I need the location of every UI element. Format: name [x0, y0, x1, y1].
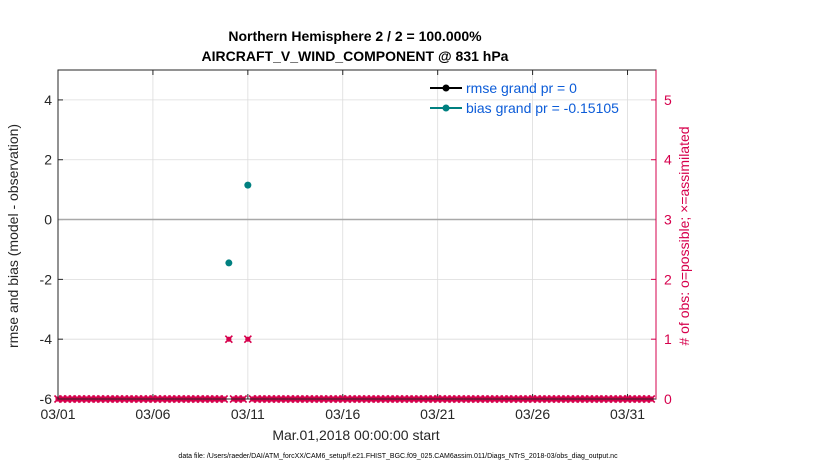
y-left-tick-label: -6 [40, 391, 53, 407]
y-right-tick-label: 1 [664, 331, 672, 347]
series-point [244, 181, 252, 189]
x-tick-label: 03/31 [610, 406, 645, 422]
obs-assimilated-marker [243, 335, 252, 344]
y-left-tick-label: 4 [44, 92, 52, 108]
tick-labels: 03/01 03/06 03/11 03/16 03/21 03/26 03/31 -6 -4 -… [40, 92, 672, 422]
legend-label-rmse: rmse grand pr = 0 [466, 80, 577, 96]
y-right-tick-label: 0 [664, 391, 672, 407]
x-tick-label: 03/21 [420, 406, 455, 422]
x-axis-label: Mar.01,2018 00:00:00 start [272, 427, 439, 443]
x-tick-label: 03/11 [231, 406, 265, 422]
y-left-tick-label: 0 [44, 212, 52, 228]
footer-data-file: data file: /Users/raeder/DAI/ATM_forcXX/… [178, 453, 618, 460]
legend: rmse grand pr = 0 bias grand pr = -0.151… [430, 80, 619, 116]
legend-marker-bias [442, 104, 450, 112]
obs-assimilated-stroke [224, 335, 233, 344]
chart-title-line1: Northern Hemisphere 2 / 2 = 100.000% [228, 28, 482, 44]
y-right-tick-label: 3 [664, 212, 672, 228]
legend-marker-rmse [442, 84, 450, 92]
y-left-tick-label: -4 [40, 331, 53, 347]
series-point [225, 259, 233, 267]
x-tick-label: 03/26 [515, 406, 550, 422]
y-left-tick-label: -2 [40, 271, 53, 287]
x-tick-label: 03/16 [325, 406, 360, 422]
x-tick-label: 03/01 [40, 406, 75, 422]
series-markers [225, 181, 252, 267]
y-right-tick-label: 2 [664, 271, 672, 287]
obs-assimilated-stroke [243, 335, 252, 344]
y-axis-right-label: # of obs: o=possible; ×=assimilated [676, 126, 692, 345]
y-left-tick-label: 2 [44, 152, 52, 168]
x-tick-label: 03/06 [135, 406, 170, 422]
obs-assimilated-marker [224, 335, 233, 344]
chart-title-line2: AIRCRAFT_V_WIND_COMPONENT @ 831 hPa [202, 48, 509, 64]
y-axis-left-label: rmse and bias (model - observation) [5, 124, 21, 348]
legend-label-bias: bias grand pr = -0.15105 [466, 100, 619, 116]
y-right-tick-label: 4 [664, 152, 672, 168]
y-right-tick-label: 5 [664, 92, 672, 108]
